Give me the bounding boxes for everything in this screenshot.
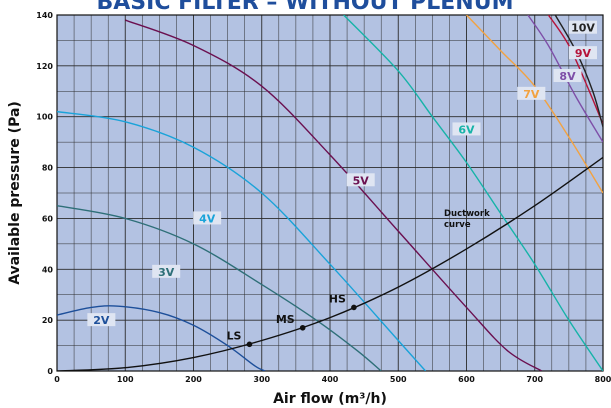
x-tick-label: 700 [526,375,543,384]
curve-label-bg-4v [193,211,222,225]
x-tick-label: 0 [54,375,60,384]
curve-label-6v: 6V [458,123,475,136]
y-tick-label: 100 [36,113,53,122]
y-tick-label: 80 [42,164,54,173]
operating-point-ms [299,324,306,331]
curve-5v [125,19,542,371]
y-axis-title: Available pressure (Pa) [7,101,23,285]
ductwork-annotation-line1: Ductwork [444,209,490,219]
curve-label-8v: 8V [559,70,576,83]
operating-point-label-ls: LS [227,329,242,342]
chart-title: BASIC FILTER – WITHOUT PLENUM [97,0,514,15]
curve-label-5v: 5V [353,174,370,187]
curve-3v [57,205,382,371]
curve-label-bg-8v [553,69,582,83]
x-tick-label: 300 [253,375,270,384]
curve-label-4v: 4V [199,212,216,225]
curve-label-9v: 9V [575,47,592,60]
y-tick-label: 140 [36,11,53,20]
curve-2v [57,305,266,371]
curve-label-7v: 7V [523,88,540,101]
operating-point-label-ms: MS [276,313,295,326]
curves [57,15,603,371]
y-tick-label: 60 [42,214,54,223]
curve-label-10v: 10V [571,22,595,35]
y-tick-label: 40 [42,265,54,274]
x-tick-label: 500 [390,375,407,384]
curve-label-bg-6v [452,122,481,136]
curve-label-bg-9v [569,46,597,60]
x-tick-label: 400 [322,375,339,384]
x-tick-label: 200 [185,375,202,384]
x-tick-label: 600 [458,375,475,384]
y-tick-label: 20 [42,316,54,325]
curve-label-bg-10v [569,20,597,34]
curve-label-bg-2v [87,313,116,327]
y-tick-label: 0 [47,367,53,376]
curve-label-bg-7v [517,86,546,100]
x-tick-label: 800 [595,375,611,384]
curve-label-bg-3v [152,264,181,278]
curve-labels: 2V 3V 4V 5V 6V 7V 8V 9V 10V [87,20,597,327]
ductwork-annotation-line2: curve [444,220,471,230]
curve-6v [343,15,603,371]
curve-10v [554,15,603,128]
x-axis-title: Air flow (m³/h) [273,391,387,407]
x-tick-label: 100 [117,375,134,384]
curve-label-bg-5v [346,173,375,187]
operating-points: LS MS HS [227,292,357,348]
curve-label-3v: 3V [158,266,175,279]
curve-ductwork-curve [57,156,603,371]
y-tick-label: 120 [36,62,53,71]
operating-point-hs [351,304,357,311]
operating-point-ls [246,341,253,348]
operating-point-label-hs: HS [329,292,346,305]
curve-4v [57,110,427,371]
curve-9v [547,15,603,125]
curve-label-2v: 2V [93,314,110,327]
curve-7v [465,15,603,194]
axes: 0 100 200 300 400 500 600 700 800 0 20 40 60 80 100 120… [36,11,611,384]
